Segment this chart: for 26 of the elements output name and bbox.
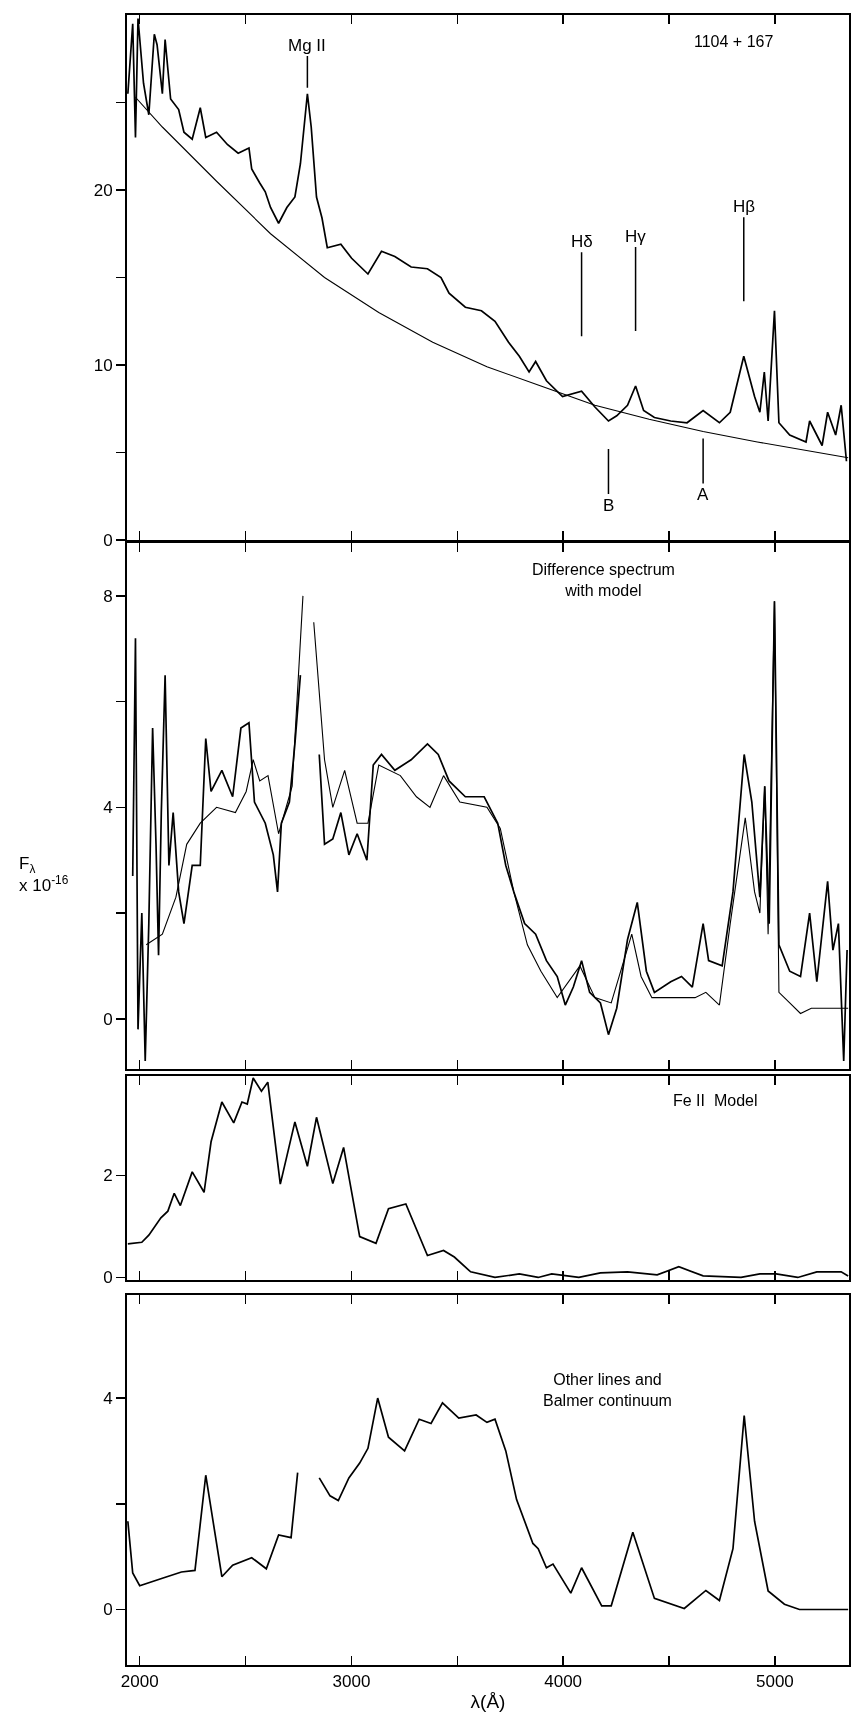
annotation: B xyxy=(603,496,615,515)
annotation: Other lines and Balmer continuum xyxy=(543,1371,672,1409)
annotation: A xyxy=(697,485,709,504)
y-tick-label: 4 xyxy=(103,1389,113,1409)
x-tick-label: 2000 xyxy=(120,1672,159,1692)
y-tick-label: 0 xyxy=(103,1009,113,1029)
y-tick-label: 0 xyxy=(103,1268,113,1288)
annotation: Fe II Model xyxy=(673,1092,758,1109)
y-tick-label: 4 xyxy=(103,798,113,818)
y-tick-label: 20 xyxy=(93,180,113,200)
y-tick-label: 2 xyxy=(103,1166,113,1186)
y-tick-label: 8 xyxy=(103,586,113,606)
annotation: Hβ xyxy=(733,197,756,216)
y-tick-label: 0 xyxy=(103,1600,113,1620)
y-tick-label: 0 xyxy=(103,530,113,550)
annotation: 1104 + 167 xyxy=(694,33,774,50)
annotation: Mg II xyxy=(288,36,326,55)
annotation: Hγ xyxy=(625,227,647,246)
x-tick-label: 5000 xyxy=(755,1672,794,1692)
annotation: Difference spectrum with model xyxy=(532,561,675,599)
annotation: Hδ xyxy=(571,232,593,251)
x-tick-label: 4000 xyxy=(544,1672,583,1692)
y-axis-title: F$_{λ}$ x 10$^{-16}$ xyxy=(19,854,69,896)
y-tick-label: 10 xyxy=(93,355,113,375)
x-tick-label: 3000 xyxy=(332,1672,371,1692)
x-axis-title: λ(Å) xyxy=(470,1690,506,1712)
